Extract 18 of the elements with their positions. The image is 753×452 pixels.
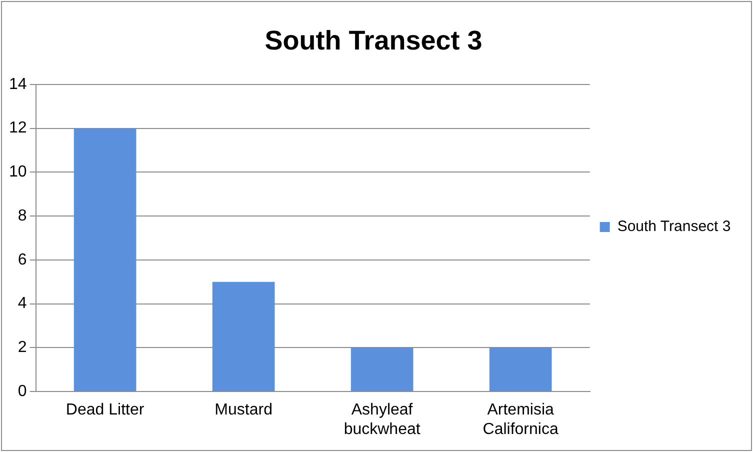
y-tick-label: 12 — [9, 120, 27, 137]
bar — [74, 128, 136, 392]
bar — [212, 282, 275, 392]
y-tick-label: 2 — [18, 339, 27, 356]
legend-label: South Transect 3 — [617, 218, 731, 236]
chart-title: South Transect 3 — [264, 26, 482, 56]
bar — [489, 348, 552, 392]
y-tick-label: 0 — [18, 383, 27, 400]
x-tick-label: Ashyleaf buckwheat — [344, 402, 421, 438]
x-tick-label: Mustard — [214, 402, 272, 419]
x-tick-label: Dead Litter — [66, 402, 145, 419]
x-tick-label: Artemisia Californica — [482, 402, 558, 438]
y-tick-label: 10 — [9, 164, 27, 181]
y-tick-label: 4 — [18, 295, 27, 312]
y-tick-label: 6 — [18, 251, 27, 268]
y-tick-label: 14 — [9, 76, 27, 93]
bar — [350, 348, 414, 392]
y-tick-label: 8 — [18, 207, 27, 224]
